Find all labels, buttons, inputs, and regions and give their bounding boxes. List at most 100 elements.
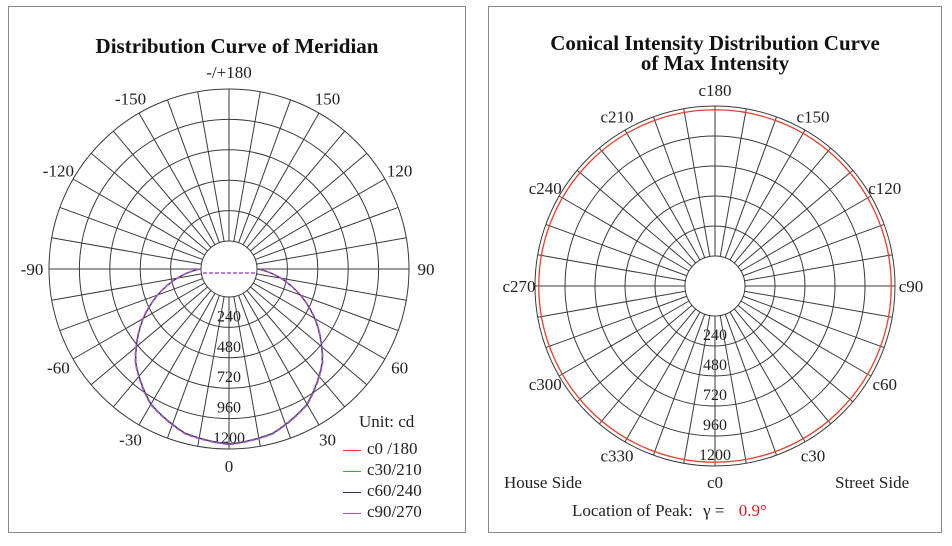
conical-spoke-330: [624, 129, 701, 261]
legend-swatch-c30-210: [343, 470, 361, 472]
meridian-spoke-350: [197, 91, 225, 242]
meridian-spoke-230: [90, 286, 208, 386]
conical-spoke-350: [683, 108, 711, 257]
meridian-spoke-300: [72, 178, 206, 256]
meridian-spoke-340: [166, 99, 220, 243]
meridian-angle-tick-label: -90: [21, 260, 44, 279]
conical-spoke-170: [719, 315, 747, 464]
conical-angle-tick-label: c120: [868, 179, 901, 198]
conical-spoke-30: [729, 129, 806, 261]
conical-max-intensity-curve: [538, 109, 892, 463]
meridian-angle-tick-label: -30: [119, 431, 142, 450]
meridian-ring-0: [200, 240, 258, 298]
house-side-label: House Side: [504, 473, 582, 492]
conical-spoke-340: [652, 116, 706, 258]
meridian-spoke-240: [72, 282, 206, 360]
meridian-spoke-70: [255, 206, 399, 260]
conical-spoke-240: [558, 300, 690, 377]
meridian-radial-tick-label: 480: [217, 339, 241, 356]
meridian-angle-tick-label: -60: [47, 359, 70, 378]
meridian-chart-panel: Distribution Curve of Meridian 240 480 720…: [8, 6, 466, 533]
conical-spoke-230: [576, 304, 693, 403]
meridian-spoke-190: [197, 296, 225, 447]
conical-spoke-160: [724, 314, 778, 456]
meridian-spoke-320: [112, 130, 212, 248]
conical-spoke-130: [737, 304, 854, 403]
conical-spoke-40: [733, 147, 832, 264]
conical-ring-0: [684, 255, 746, 317]
peak-location: Location of Peak: γ = 0.9°: [572, 501, 767, 521]
legend-item-c90-270: c90/270: [343, 502, 422, 522]
conical-spoke-50: [737, 169, 854, 268]
conical-spoke-190: [683, 315, 711, 464]
conical-spoke-250: [545, 295, 687, 349]
conical-angle-tick-label: c30: [801, 447, 826, 466]
conical-radial-tick-label: 480: [703, 357, 727, 374]
conical-spoke-200: [652, 314, 706, 456]
meridian-spoke-20: [238, 99, 292, 243]
conical-angle-tick-label: c270: [502, 277, 535, 296]
conical-spoke-100: [744, 290, 893, 318]
conical-spoke-20: [724, 116, 778, 258]
meridian-spoke-40: [246, 130, 346, 248]
meridian-spoke-120: [252, 282, 386, 360]
conical-spoke-290: [545, 223, 687, 277]
conical-spoke-150: [729, 311, 806, 443]
street-side-label: Street Side: [835, 473, 910, 492]
conical-spoke-120: [740, 300, 872, 377]
meridian-angle-tick-label: 120: [387, 162, 413, 181]
conical-spoke-10: [719, 108, 747, 257]
conical-spoke-260: [537, 290, 686, 318]
peak-value: 0.9°: [738, 501, 767, 520]
peak-gamma-symbol: γ =: [703, 501, 725, 520]
conical-spoke-80: [744, 254, 893, 282]
legend-label-c60-240: c60/240: [367, 481, 422, 500]
conical-angle-tick-label: c330: [600, 447, 633, 466]
conical-spoke-70: [743, 223, 885, 277]
meridian-spoke-30: [242, 112, 320, 246]
meridian-angle-tick-label: 90: [418, 260, 435, 279]
meridian-angle-tick-label: 150: [315, 89, 341, 108]
meridian-spoke-200: [166, 295, 220, 439]
meridian-spoke-330: [138, 112, 216, 246]
conical-spoke-210: [624, 311, 701, 443]
conical-chart-title-line-1: Conical Intensity Distribution Curve: [550, 31, 880, 55]
conical-spoke-220: [598, 308, 697, 425]
meridian-spoke-60: [252, 178, 386, 256]
conical-radial-tick-label: 240: [703, 327, 727, 344]
meridian-angle-tick-label: -120: [43, 162, 74, 181]
conical-radial-tick-label: 1200: [699, 447, 731, 464]
conical-angle-tick-label: c180: [698, 81, 731, 100]
meridian-series-c90-270: [134, 268, 324, 446]
meridian-spoke-10: [233, 91, 261, 242]
meridian-spoke-80: [256, 237, 407, 265]
legend-swatch-c90-270: [343, 512, 361, 514]
legend-swatch-c60-240: [343, 491, 361, 493]
legend-item-c30-210: c30/210: [343, 460, 422, 480]
meridian-spoke-150: [242, 292, 320, 426]
conical-spoke-320: [598, 147, 697, 264]
meridian-spoke-310: [90, 152, 208, 252]
meridian-spoke-160: [238, 295, 292, 439]
meridian-radial-tick-label: 240: [217, 308, 241, 325]
legend-label-c0-180: c0 /180: [367, 439, 418, 458]
legend-item-c60-240: c60/240: [343, 481, 422, 501]
conical-spoke-60: [740, 195, 872, 272]
meridian-angle-tick-label: 0: [225, 457, 234, 476]
conical-spoke-280: [537, 254, 686, 282]
legend-swatch-c0-180: [343, 449, 361, 451]
conical-chart-title-line-2: of Max Intensity: [640, 51, 790, 75]
legend-label-c90-270: c90/270: [367, 502, 422, 521]
conical-spoke-140: [733, 308, 832, 425]
meridian-spoke-110: [255, 278, 399, 332]
meridian-radial-tick-label: 720: [217, 369, 241, 386]
meridian-angle-tick-label: 60: [391, 359, 408, 378]
conical-polar-plot: 240 480 720 960 1200 c180 c150 c120 c90 c60 c30 c0 c…: [502, 81, 924, 492]
conical-radial-tick-label: 960: [703, 417, 727, 434]
conical-angle-tick-label: c210: [600, 107, 633, 126]
meridian-chart-title: Distribution Curve of Meridian: [95, 34, 379, 58]
conical-angle-tick-label: c90: [899, 277, 924, 296]
conical-chart-panel: Conical Intensity Distribution Curve of …: [488, 6, 942, 533]
meridian-radial-tick-label: 960: [217, 400, 241, 417]
meridian-spoke-130: [250, 286, 368, 386]
